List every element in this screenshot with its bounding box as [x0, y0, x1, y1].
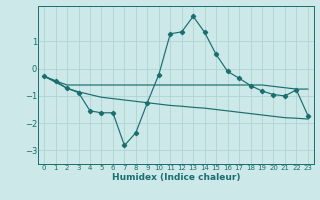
- X-axis label: Humidex (Indice chaleur): Humidex (Indice chaleur): [112, 173, 240, 182]
